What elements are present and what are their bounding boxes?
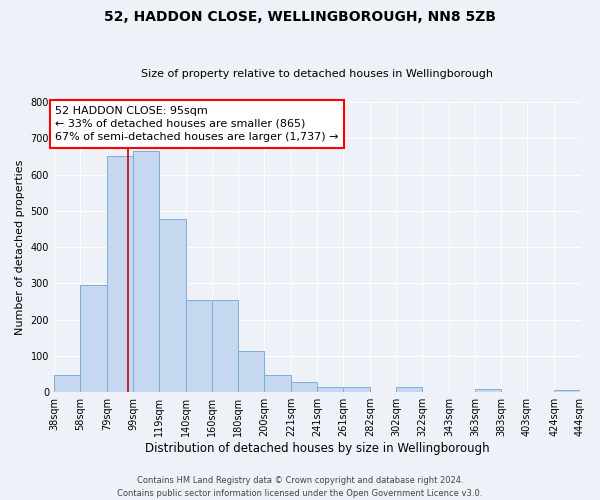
Bar xyxy=(212,300,238,392)
Bar xyxy=(291,382,317,392)
Bar xyxy=(107,156,133,392)
Bar xyxy=(343,387,370,392)
Bar xyxy=(133,151,159,392)
Bar xyxy=(475,390,501,392)
X-axis label: Distribution of detached houses by size in Wellingborough: Distribution of detached houses by size … xyxy=(145,442,489,455)
Bar xyxy=(396,388,422,392)
Y-axis label: Number of detached properties: Number of detached properties xyxy=(15,160,25,335)
Bar xyxy=(238,351,264,392)
Text: 52 HADDON CLOSE: 95sqm
← 33% of detached houses are smaller (865)
67% of semi-de: 52 HADDON CLOSE: 95sqm ← 33% of detached… xyxy=(55,106,339,142)
Bar xyxy=(54,375,80,392)
Bar xyxy=(159,219,186,392)
Title: Size of property relative to detached houses in Wellingborough: Size of property relative to detached ho… xyxy=(141,69,493,79)
Text: 52, HADDON CLOSE, WELLINGBOROUGH, NN8 5ZB: 52, HADDON CLOSE, WELLINGBOROUGH, NN8 5Z… xyxy=(104,10,496,24)
Bar xyxy=(317,387,343,392)
Bar xyxy=(186,300,212,392)
Bar xyxy=(264,375,291,392)
Bar xyxy=(554,390,580,392)
Text: Contains HM Land Registry data © Crown copyright and database right 2024.
Contai: Contains HM Land Registry data © Crown c… xyxy=(118,476,482,498)
Bar xyxy=(80,285,107,392)
